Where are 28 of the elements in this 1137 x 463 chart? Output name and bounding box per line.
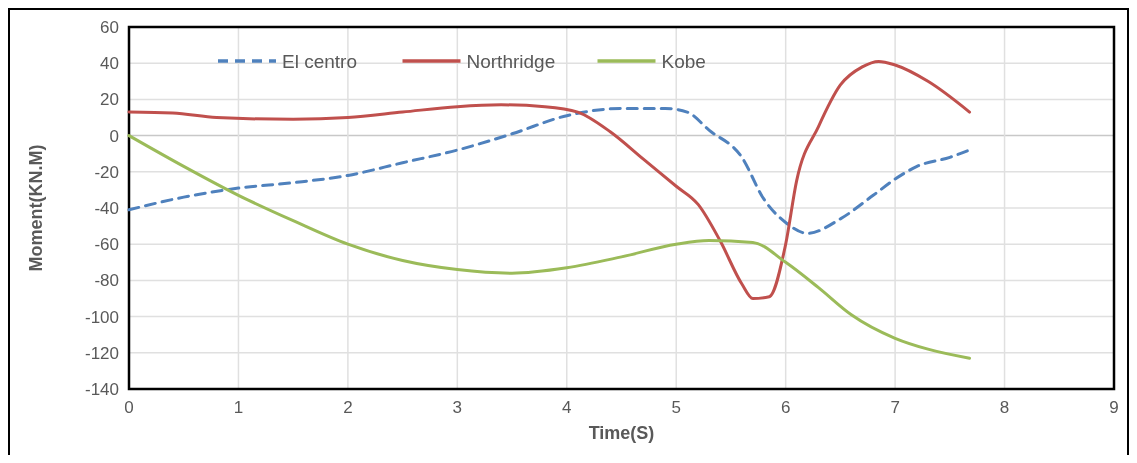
- y-tick-label: 60: [100, 17, 119, 37]
- x-tick-label: 1: [233, 398, 244, 417]
- x-tick-label: 3: [452, 398, 463, 417]
- x-tick-label: 5: [671, 398, 681, 417]
- y-tick-label: 40: [100, 54, 119, 74]
- x-tick-label: 0: [124, 398, 134, 417]
- y-tick-label: -80: [94, 271, 119, 291]
- y-tick-label: -20: [94, 162, 119, 182]
- y-tick-label: 20: [100, 90, 119, 110]
- line-series: [127, 134, 972, 360]
- x-axis-title: Time(S): [588, 423, 655, 443]
- line-series: [127, 106, 972, 235]
- y-tick-label: 0: [109, 126, 119, 146]
- y-tick-label: -100: [84, 307, 119, 327]
- legend-label: El centro: [282, 50, 357, 72]
- x-tick-label: 2: [343, 398, 353, 417]
- legend-label: Kobe: [661, 50, 706, 72]
- x-tick-label: 6: [780, 398, 791, 417]
- y-tick-label: -120: [84, 343, 119, 363]
- x-tick-label: 4: [562, 398, 572, 417]
- y-axis-title: Moment(KN.M): [26, 144, 46, 272]
- y-tick-label: -140: [84, 379, 119, 399]
- x-tick-label: 7: [890, 398, 900, 417]
- legend-label: Northridge: [466, 50, 556, 72]
- x-tick-label: 8: [999, 398, 1010, 417]
- y-tick-label: -60: [94, 235, 119, 255]
- y-tick-label: -40: [94, 198, 119, 218]
- x-tick-label: 9: [1109, 398, 1119, 417]
